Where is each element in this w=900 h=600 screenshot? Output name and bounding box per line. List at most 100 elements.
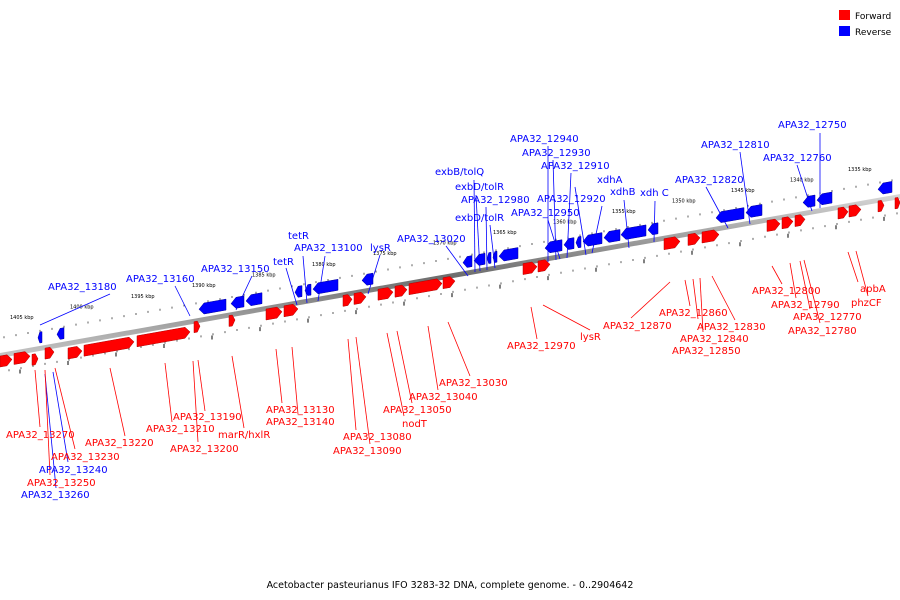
forward-gene-arrow bbox=[701, 229, 720, 244]
reverse-gene-arrow bbox=[603, 229, 621, 243]
gene-label: APA32_12810 bbox=[701, 140, 770, 151]
gene-label: APA32_13190 bbox=[173, 412, 242, 423]
gene-label: APA32_12850 bbox=[672, 346, 741, 357]
forward-gene-arrow bbox=[442, 276, 456, 289]
kbp-tick-label: 1390 kbp bbox=[192, 283, 216, 289]
reverse-gene-arrow bbox=[473, 253, 486, 266]
gene-label: xdhA bbox=[597, 175, 623, 186]
gene-label: tetR bbox=[273, 257, 294, 268]
leader-lines bbox=[34, 133, 869, 489]
forward-gene-arrow bbox=[342, 294, 353, 307]
gene-label: APA32_13270 bbox=[6, 430, 75, 441]
leader-line bbox=[197, 359, 206, 412]
leader-line bbox=[291, 346, 299, 415]
leader-line bbox=[355, 336, 371, 445]
reverse-gene-arrow bbox=[620, 224, 647, 240]
legend-reverse-label: Reverse bbox=[855, 28, 892, 38]
leader-line bbox=[771, 265, 783, 285]
leader-line bbox=[174, 285, 191, 317]
gene-label: APA32_12920 bbox=[537, 194, 606, 205]
leader-line bbox=[367, 254, 381, 295]
forward-gene-arrow bbox=[663, 236, 681, 250]
forward-gene-arrow bbox=[894, 197, 900, 210]
gene-label: APA32_12970 bbox=[507, 341, 576, 352]
gene-label: APA32_13200 bbox=[170, 444, 239, 455]
leader-line bbox=[530, 306, 538, 340]
reverse-gene-arrow bbox=[198, 298, 227, 315]
kbp-tick-label: 1345 kbp bbox=[731, 188, 755, 194]
gene-label: nodT bbox=[402, 419, 428, 430]
forward-gene-arrow bbox=[228, 314, 236, 327]
gene-label: APA32_13140 bbox=[266, 417, 335, 428]
gene-label: exbD/tolR bbox=[455, 213, 504, 224]
leader-line bbox=[653, 200, 656, 243]
gene-label: exbD/tolR bbox=[455, 182, 504, 193]
leader-line bbox=[285, 267, 298, 306]
gene-label: APA32_13180 bbox=[48, 282, 117, 293]
kbp-tick-label: 1375 kbp bbox=[373, 251, 397, 257]
gene-label: xdhB bbox=[610, 187, 636, 198]
legend-forward-label: Forward bbox=[855, 12, 891, 22]
leader-line bbox=[164, 362, 173, 423]
reverse-gene-arrow bbox=[486, 252, 492, 264]
forward-gene-arrow bbox=[394, 284, 408, 298]
forward-gene-arrow bbox=[408, 278, 443, 295]
gene-label: apbA bbox=[860, 284, 886, 295]
gene-label: phzCF bbox=[851, 298, 882, 309]
kbp-tick-label: 1405 kbp bbox=[10, 315, 34, 321]
leader-line bbox=[302, 255, 308, 304]
gene-label: APA32_12800 bbox=[752, 286, 821, 297]
forward-gene-arrow bbox=[283, 303, 299, 318]
leader-line bbox=[847, 251, 859, 283]
forward-gene-arrow bbox=[794, 214, 806, 227]
reverse-gene-arrow bbox=[230, 295, 245, 309]
gene-features bbox=[0, 181, 900, 368]
gene-label: APA32_12820 bbox=[675, 175, 744, 186]
reverse-gene-arrow bbox=[294, 285, 303, 298]
forward-gene-arrow bbox=[31, 353, 39, 366]
leader-line bbox=[427, 325, 439, 391]
forward-gene-arrow bbox=[766, 218, 781, 232]
kbp-tick-label: 1385 kbp bbox=[252, 272, 276, 278]
forward-gene-arrow bbox=[0, 354, 13, 368]
leader-line bbox=[447, 321, 471, 377]
reverse-gene-arrow bbox=[312, 279, 339, 295]
forward-gene-arrow bbox=[537, 259, 551, 273]
gene-label: APA32_12860 bbox=[659, 308, 728, 319]
leader-line bbox=[39, 293, 111, 326]
leader-line bbox=[574, 186, 587, 256]
reverse-gene-arrow bbox=[802, 194, 816, 208]
leader-line bbox=[231, 355, 245, 429]
gene-label: APA32_13100 bbox=[294, 243, 363, 254]
leader-line bbox=[109, 367, 126, 437]
gene-label: APA32_12760 bbox=[763, 153, 832, 164]
leader-line bbox=[547, 219, 561, 260]
gene-label: APA32_13260 bbox=[21, 490, 90, 501]
leader-line bbox=[684, 279, 691, 307]
leader-line bbox=[692, 278, 699, 320]
gene-label: lysR bbox=[370, 243, 391, 254]
reverse-gene-arrow bbox=[498, 247, 519, 262]
gene-label: APA32_12830 bbox=[697, 322, 766, 333]
gene-label: APA32_13250 bbox=[27, 478, 96, 489]
leader-line bbox=[473, 179, 476, 273]
forward-gene-arrow bbox=[353, 291, 367, 305]
reverse-gene-arrow bbox=[745, 204, 763, 218]
leader-line bbox=[347, 338, 357, 431]
gene-label: exbB/tolQ bbox=[435, 167, 484, 178]
genome-caption: Acetobacter pasteurianus IFO 3283-32 DNA… bbox=[267, 580, 634, 591]
gene-label: APA32_12840 bbox=[680, 334, 749, 345]
gene-label: xdh C bbox=[640, 188, 669, 199]
legend: Forward Reverse bbox=[839, 10, 892, 38]
tick-labels: 1405 kbp 1400 kbp 1395 kbp 1390 kbp 1385 kbp… bbox=[10, 167, 872, 321]
genome-axis-band bbox=[0, 194, 900, 358]
leader-line bbox=[52, 371, 69, 463]
kbp-tick-label: 1370 kbp bbox=[433, 241, 457, 247]
forward-gene-arrow bbox=[193, 320, 201, 333]
reverse-gene-arrow bbox=[37, 331, 43, 344]
gene-label: APA32_13050 bbox=[383, 405, 452, 416]
leader-line bbox=[54, 367, 76, 450]
gene-label: APA32_13130 bbox=[266, 405, 335, 416]
leader-line bbox=[396, 330, 413, 404]
leader-line bbox=[445, 245, 469, 277]
